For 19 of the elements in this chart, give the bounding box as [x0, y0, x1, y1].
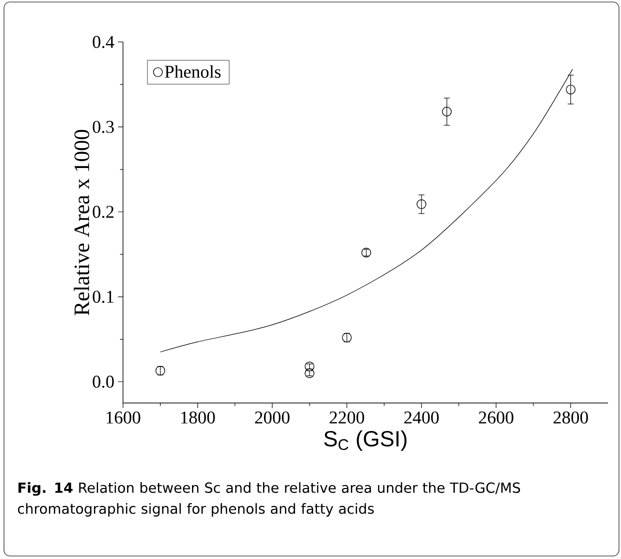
x-tick-label: 1800	[181, 411, 215, 424]
x-axis-title: S$_{C}$ (GSI)	[324, 430, 406, 451]
x-tick-label: 1600	[106, 411, 140, 424]
y-axis-title: Relative Area x 1000	[74, 130, 90, 316]
x-tick-label: 2200	[330, 411, 364, 424]
x-tick-label: 2400	[404, 411, 439, 424]
x-tick-label: 2000	[255, 411, 290, 424]
y-tick-label: 0.4	[92, 36, 114, 48]
y-tick-label: 0.0	[92, 376, 114, 388]
x-tick-label: 2600	[478, 411, 514, 424]
text: Fig. 14 Relation between Sc and the relative area under the TD-GC/MS chromatographic signal for phenols and fatty acids	[18, 482, 520, 517]
point	[442, 106, 452, 116]
y-tick-label: 0.1	[92, 290, 114, 303]
x-tick-label: 2800	[554, 411, 588, 424]
y-tick-label: 0.2	[92, 206, 114, 218]
y-tick-label: 0.3	[92, 120, 114, 134]
point	[416, 199, 426, 210]
point	[566, 84, 576, 94]
legend-label: Phenols	[164, 65, 221, 78]
